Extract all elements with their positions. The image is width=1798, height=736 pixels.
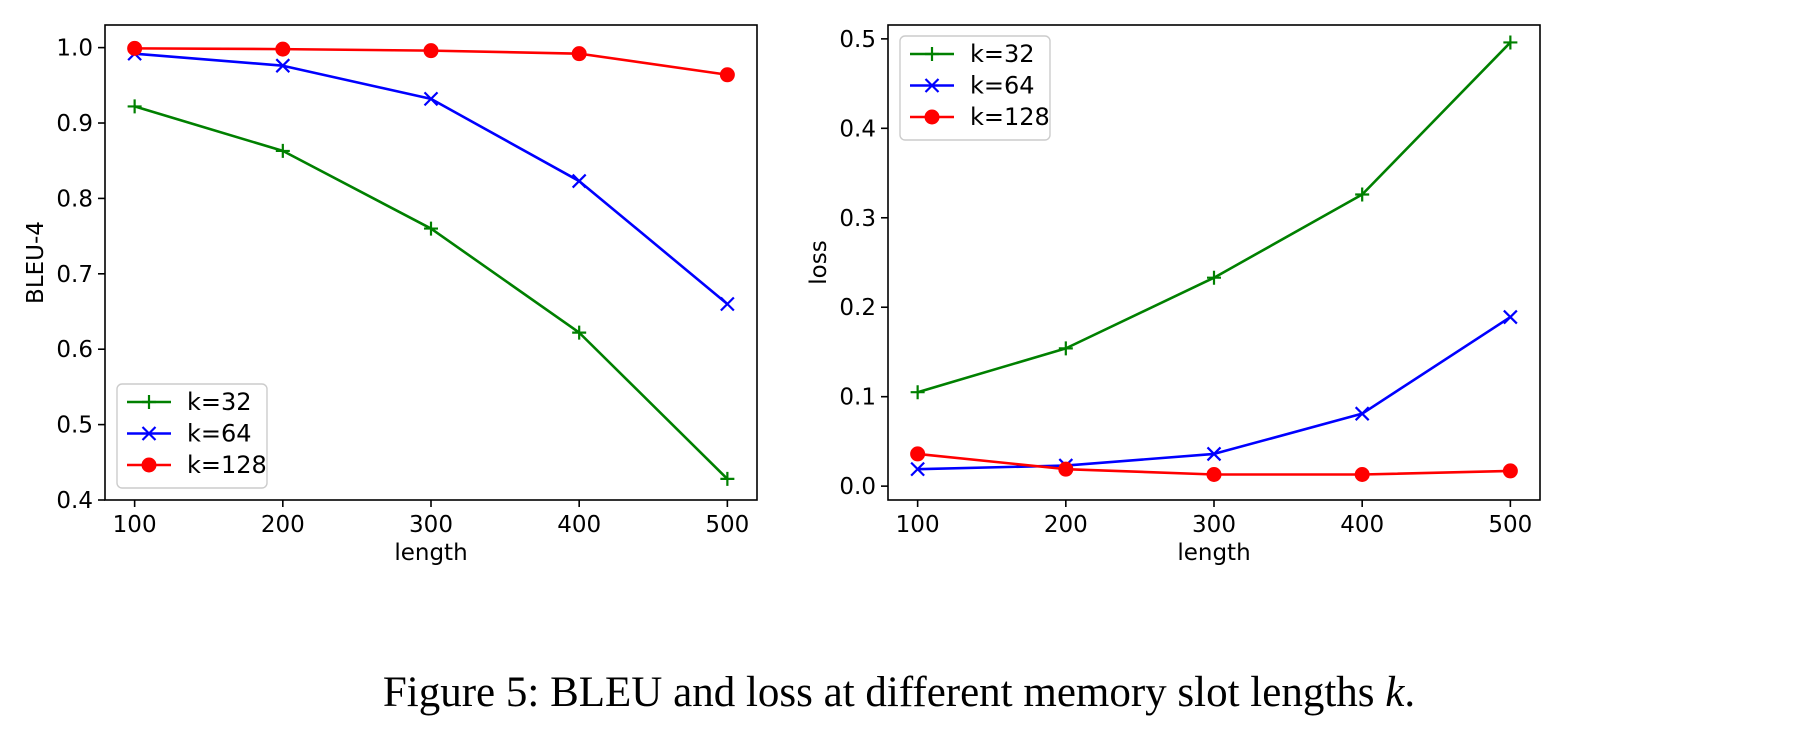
series-k32-point-1 bbox=[1058, 341, 1073, 356]
series-k32-point-4 bbox=[1503, 35, 1518, 50]
x-tick-label: 500 bbox=[705, 512, 749, 538]
legend-k64-point-0 bbox=[924, 78, 940, 93]
x-axis-label: length bbox=[394, 540, 467, 566]
x-tick-label: 200 bbox=[1044, 512, 1088, 538]
x-axis-label: length bbox=[1177, 540, 1250, 566]
series-k32-point-0 bbox=[127, 99, 142, 114]
x-tick-label: 100 bbox=[896, 512, 940, 538]
legend-k64-label: k=64 bbox=[970, 72, 1035, 100]
y-tick-label: 0.8 bbox=[56, 186, 93, 212]
y-axis-label: BLEU-4 bbox=[23, 221, 49, 304]
legend-k64-point-0 bbox=[141, 426, 157, 441]
legend-k128-label: k=128 bbox=[187, 451, 267, 479]
y-axis-label: loss bbox=[806, 240, 832, 284]
x-tick-label: 400 bbox=[1340, 512, 1384, 538]
loss-chart: 100 200 300 400 500 0.0 0.1 0.2 0.3 0.4 0.5 length l… bbox=[806, 24, 1541, 566]
series-k64-point-3 bbox=[1354, 406, 1370, 421]
series-k128-point-0 bbox=[127, 40, 143, 56]
x-tick-label: 500 bbox=[1488, 512, 1532, 538]
series-k32-point-1 bbox=[275, 143, 290, 158]
figure-caption: Figure 5: BLEU and loss at different mem… bbox=[0, 668, 1798, 717]
series-k64-point-4 bbox=[720, 296, 735, 312]
series-k64-point-1 bbox=[275, 58, 291, 73]
x-tick-label: 300 bbox=[1192, 512, 1236, 538]
x-tick-label: 400 bbox=[557, 512, 601, 538]
series-k128-point-3 bbox=[1354, 467, 1370, 483]
caption-variable: k bbox=[1385, 669, 1405, 716]
series-k128-point-2 bbox=[1206, 467, 1222, 483]
y-tick-label: 0.0 bbox=[839, 474, 876, 500]
y-tick-label: 0.3 bbox=[839, 206, 876, 232]
legend-k32-point-0 bbox=[142, 395, 156, 409]
y-tick-label: 0.7 bbox=[56, 262, 93, 288]
series-k128-point-0 bbox=[910, 446, 926, 462]
x-tick-label: 100 bbox=[113, 512, 157, 538]
y-tick-label: 0.9 bbox=[56, 111, 93, 137]
series-k32-point-2 bbox=[1207, 270, 1221, 285]
y-tick-label: 0.6 bbox=[56, 337, 93, 363]
series-k64-line bbox=[917, 315, 1512, 471]
series-k128-point-2 bbox=[423, 43, 439, 59]
axes-frame bbox=[104, 24, 758, 501]
x-tick-label: 200 bbox=[261, 512, 305, 538]
series-k64-point-2 bbox=[1206, 446, 1222, 462]
caption-prefix: Figure 5: BLEU and loss at different mem… bbox=[382, 669, 1386, 716]
series-k128-point-4 bbox=[1502, 463, 1518, 479]
series-k128-point-3 bbox=[571, 46, 587, 62]
bleu-chart: 100 200 300 400 500 0.4 0.5 0.6 0.7 0.8 0.9 1.0 leng… bbox=[23, 24, 758, 566]
series-k64-point-0 bbox=[910, 461, 925, 477]
legend-k64-label: k=64 bbox=[187, 420, 252, 448]
axes-frame bbox=[887, 24, 1541, 501]
series-k128-point-1 bbox=[275, 41, 291, 57]
legend-k128-point-0 bbox=[924, 109, 940, 125]
y-tick-label: 1.0 bbox=[56, 36, 93, 62]
caption-suffix: . bbox=[1404, 669, 1416, 716]
y-tick-label: 0.5 bbox=[839, 27, 876, 53]
y-tick-label: 0.2 bbox=[839, 295, 876, 321]
y-tick-label: 0.1 bbox=[839, 385, 876, 411]
legend-k128-label: k=128 bbox=[970, 103, 1050, 131]
series-k64-point-3 bbox=[571, 173, 587, 189]
series-k32-point-2 bbox=[424, 221, 438, 236]
legend-k32-label: k=32 bbox=[970, 40, 1035, 68]
series-k128-point-4 bbox=[719, 67, 735, 83]
series-k32-point-3 bbox=[572, 325, 587, 340]
series-k64-point-4 bbox=[1503, 309, 1518, 325]
y-tick-label: 0.5 bbox=[56, 413, 93, 439]
x-tick-label: 300 bbox=[409, 512, 453, 538]
series-k64-line bbox=[134, 52, 729, 305]
series-k32-point-3 bbox=[1355, 187, 1370, 202]
series-k32-point-4 bbox=[720, 471, 735, 486]
legend-k32-point-0 bbox=[925, 47, 939, 61]
y-tick-label: 0.4 bbox=[839, 116, 876, 142]
y-tick-label: 0.4 bbox=[56, 488, 93, 514]
series-k64-point-2 bbox=[423, 91, 439, 107]
legend-k128-point-0 bbox=[141, 457, 157, 473]
legend-k32-label: k=32 bbox=[187, 388, 252, 416]
series-k128-point-1 bbox=[1058, 461, 1074, 477]
series-k32-point-0 bbox=[910, 385, 925, 400]
